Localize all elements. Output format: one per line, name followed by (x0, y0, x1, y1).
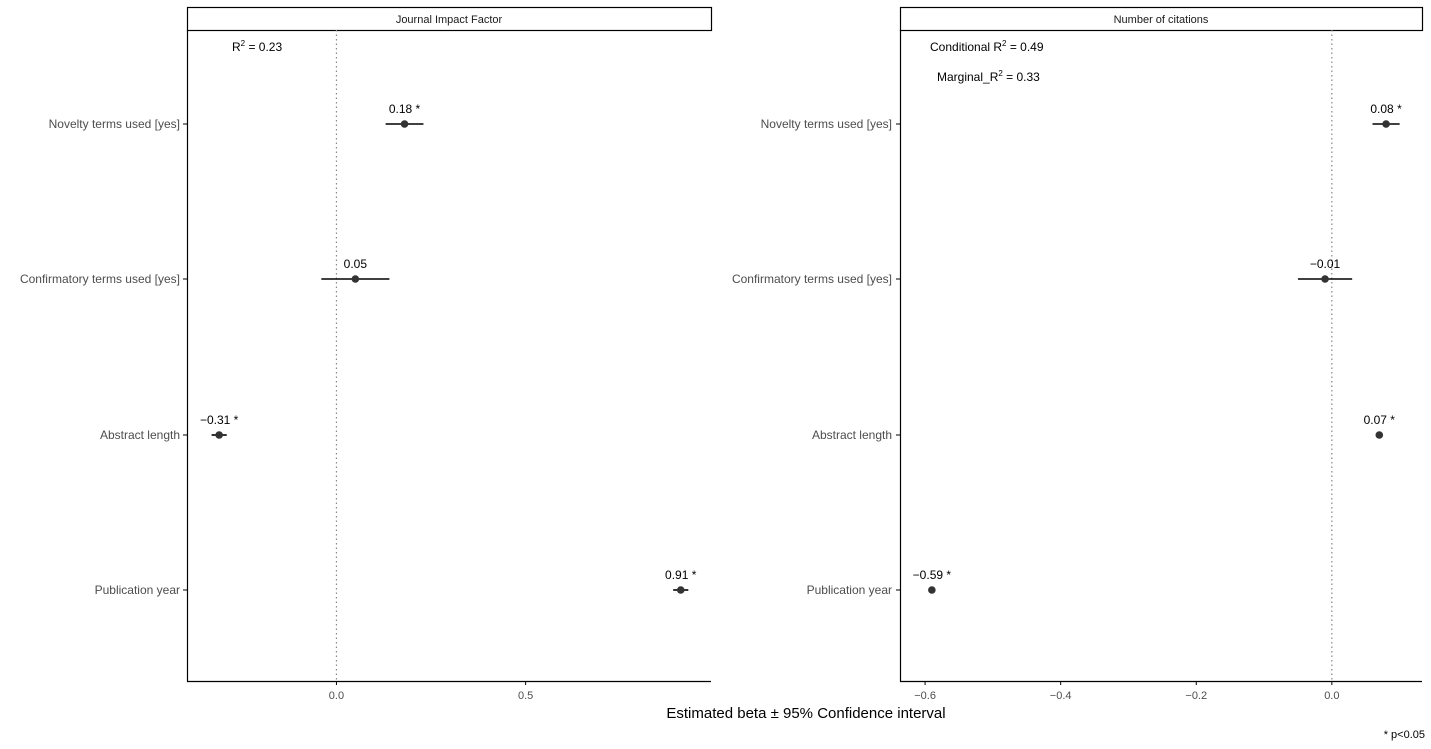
panel-1: Journal Impact Factor 0.0 0.5 Novelty terms… (20, 6, 713, 702)
y-tick-label: Publication year (95, 583, 180, 597)
x-tick-label: 0.0 (1324, 690, 1339, 702)
panel-strip (186, 6, 713, 32)
r-squared-annotation: Marginal_R2 = 0.33 (937, 69, 1040, 84)
y-tick-label: Abstract length (100, 428, 180, 442)
x-tick-label: −0.2 (1185, 690, 1207, 702)
estimate-point (928, 586, 936, 594)
r-squared-annotation: R2 = 0.23 (232, 39, 282, 54)
y-tick-label: Publication year (807, 583, 892, 597)
y-tick-label: Abstract length (812, 428, 892, 442)
estimate-point (1382, 120, 1390, 128)
y-tick-label: Confirmatory terms used [yes] (20, 272, 180, 286)
estimate-point (351, 275, 360, 283)
panel-title: Number of citations (1114, 14, 1209, 26)
estimate-label: 0.91 * (665, 568, 697, 582)
estimate-label: 0.18 * (389, 102, 421, 116)
estimate-label: −0.01 (1310, 257, 1341, 271)
x-tick-label: 0.0 (329, 690, 344, 702)
estimate-label: 0.08 * (1370, 102, 1402, 116)
x-axis-title: Estimated beta ± 95% Confidence interval (666, 705, 945, 722)
y-tick-label: Confirmatory terms used [yes] (732, 272, 892, 286)
estimate-point (676, 586, 685, 594)
estimate-point (1375, 431, 1384, 439)
x-tick-label: −0.6 (914, 690, 936, 702)
y-tick-label: Novelty terms used [yes] (49, 117, 180, 131)
panel-title: Journal Impact Factor (396, 14, 503, 26)
estimate-point (400, 120, 409, 128)
estimate-point (215, 431, 223, 439)
estimate-label: 0.05 (344, 257, 368, 271)
x-tick-label: 0.5 (518, 690, 533, 702)
panel-strip (899, 6, 1424, 32)
y-tick-label: Novelty terms used [yes] (761, 117, 892, 131)
estimate-label: −0.31 * (200, 413, 239, 427)
significance-footnote: * p<0.05 (1384, 729, 1425, 741)
estimate-label: 0.07 * (1364, 413, 1396, 427)
r-squared-annotation: Conditional R2 = 0.49 (930, 39, 1044, 54)
x-tick-label: −0.4 (1050, 690, 1072, 702)
estimate-label: −0.59 * (913, 568, 952, 582)
estimate-point (1321, 275, 1329, 283)
panel-2: Number of citations −0.6 −0.4 −0.2 0.0 Novelt… (732, 6, 1424, 702)
